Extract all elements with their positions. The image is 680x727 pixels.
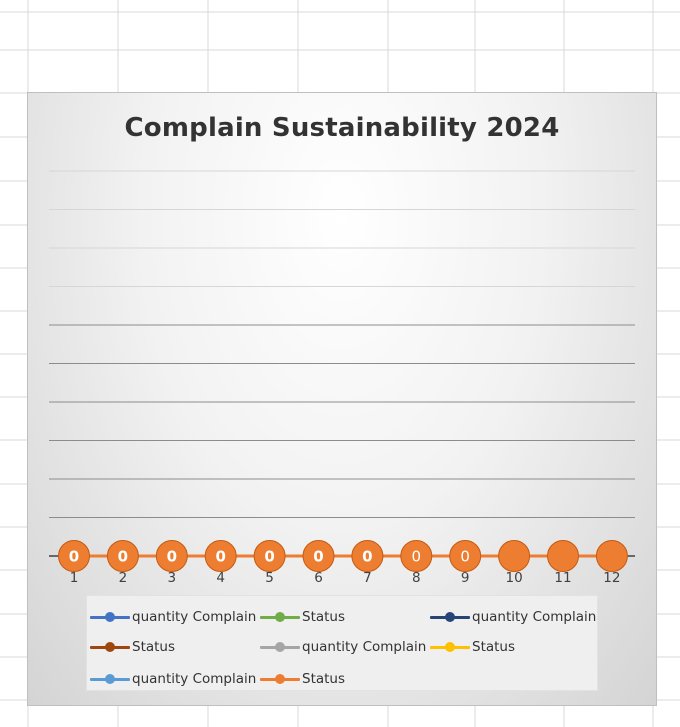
- marker-7: [351, 540, 384, 572]
- data-label-3: 0: [167, 548, 177, 566]
- data-label-9: 0: [460, 548, 470, 566]
- data-label-1: 0: [69, 548, 79, 566]
- x-tick-label-2: 2: [119, 570, 128, 586]
- legend-swatch-icon: [90, 672, 130, 686]
- chart-legend: quantity Complain Status quantity Complain…: [86, 595, 598, 691]
- marker-12: [595, 540, 628, 572]
- x-tick-label-10: 10: [506, 570, 523, 586]
- legend-label: quantity Complain: [132, 671, 257, 687]
- legend-item-1: quantity Complain: [90, 606, 256, 628]
- legend-label: quantity Complain: [302, 639, 427, 655]
- legend-swatch-icon: [90, 640, 130, 654]
- x-tick-label-8: 8: [412, 570, 421, 586]
- legend-swatch-icon: [90, 610, 130, 624]
- data-label-2: 0: [118, 548, 128, 566]
- x-tick-label-11: 11: [554, 570, 571, 586]
- data-label-6: 0: [313, 548, 323, 566]
- legend-item-4: Status: [90, 636, 175, 658]
- x-tick-label-5: 5: [265, 570, 274, 586]
- legend-item-3: quantity Complain: [430, 606, 596, 628]
- data-label-7: 0: [362, 548, 372, 566]
- marker-2: [106, 540, 139, 572]
- legend-swatch-icon: [430, 610, 470, 624]
- x-tick-label-1: 1: [70, 570, 79, 586]
- x-tick-label-6: 6: [314, 570, 323, 586]
- x-tick-label-12: 12: [603, 570, 620, 586]
- x-tick-label-4: 4: [216, 570, 225, 586]
- legend-swatch-icon: [430, 640, 470, 654]
- legend-swatch-icon: [260, 610, 300, 624]
- legend-item-2: Status: [260, 606, 345, 628]
- marker-9: [449, 540, 482, 572]
- data-label-4: 0: [215, 548, 225, 566]
- x-tick-label-7: 7: [363, 570, 372, 586]
- chart-title: Complain Sustainability 2024: [124, 113, 560, 143]
- marker-10: [498, 540, 531, 572]
- marker-4: [204, 540, 237, 572]
- legend-item-8: Status: [260, 668, 345, 690]
- legend-item-7: quantity Complain: [90, 668, 256, 690]
- marker-11: [547, 540, 579, 572]
- marker-8: [400, 540, 433, 572]
- marker-3: [155, 540, 188, 572]
- legend-label: Status: [302, 671, 346, 687]
- legend-item-6: Status: [430, 636, 515, 658]
- legend-swatch-icon: [260, 672, 300, 686]
- legend-label: Status: [472, 639, 516, 655]
- marker-6: [302, 540, 335, 572]
- legend-swatch-icon: [260, 640, 300, 654]
- legend-label: quantity Complain: [132, 609, 257, 625]
- x-tick-label-3: 3: [168, 570, 177, 586]
- marker-1: [58, 540, 90, 572]
- data-label-8: 0: [412, 548, 422, 566]
- plot-area: 0 0 0 0 0 0 0 0 01 2 3 4 5 6 7 8 9 10 11 12: [49, 170, 635, 586]
- legend-label: Status: [302, 609, 346, 625]
- legend-label: quantity Complain: [472, 609, 597, 625]
- data-label-5: 0: [264, 548, 274, 566]
- marker-5: [253, 540, 286, 572]
- legend-item-5: quantity Complain: [260, 636, 426, 658]
- legend-label: Status: [132, 639, 176, 655]
- x-tick-label-9: 9: [461, 570, 470, 586]
